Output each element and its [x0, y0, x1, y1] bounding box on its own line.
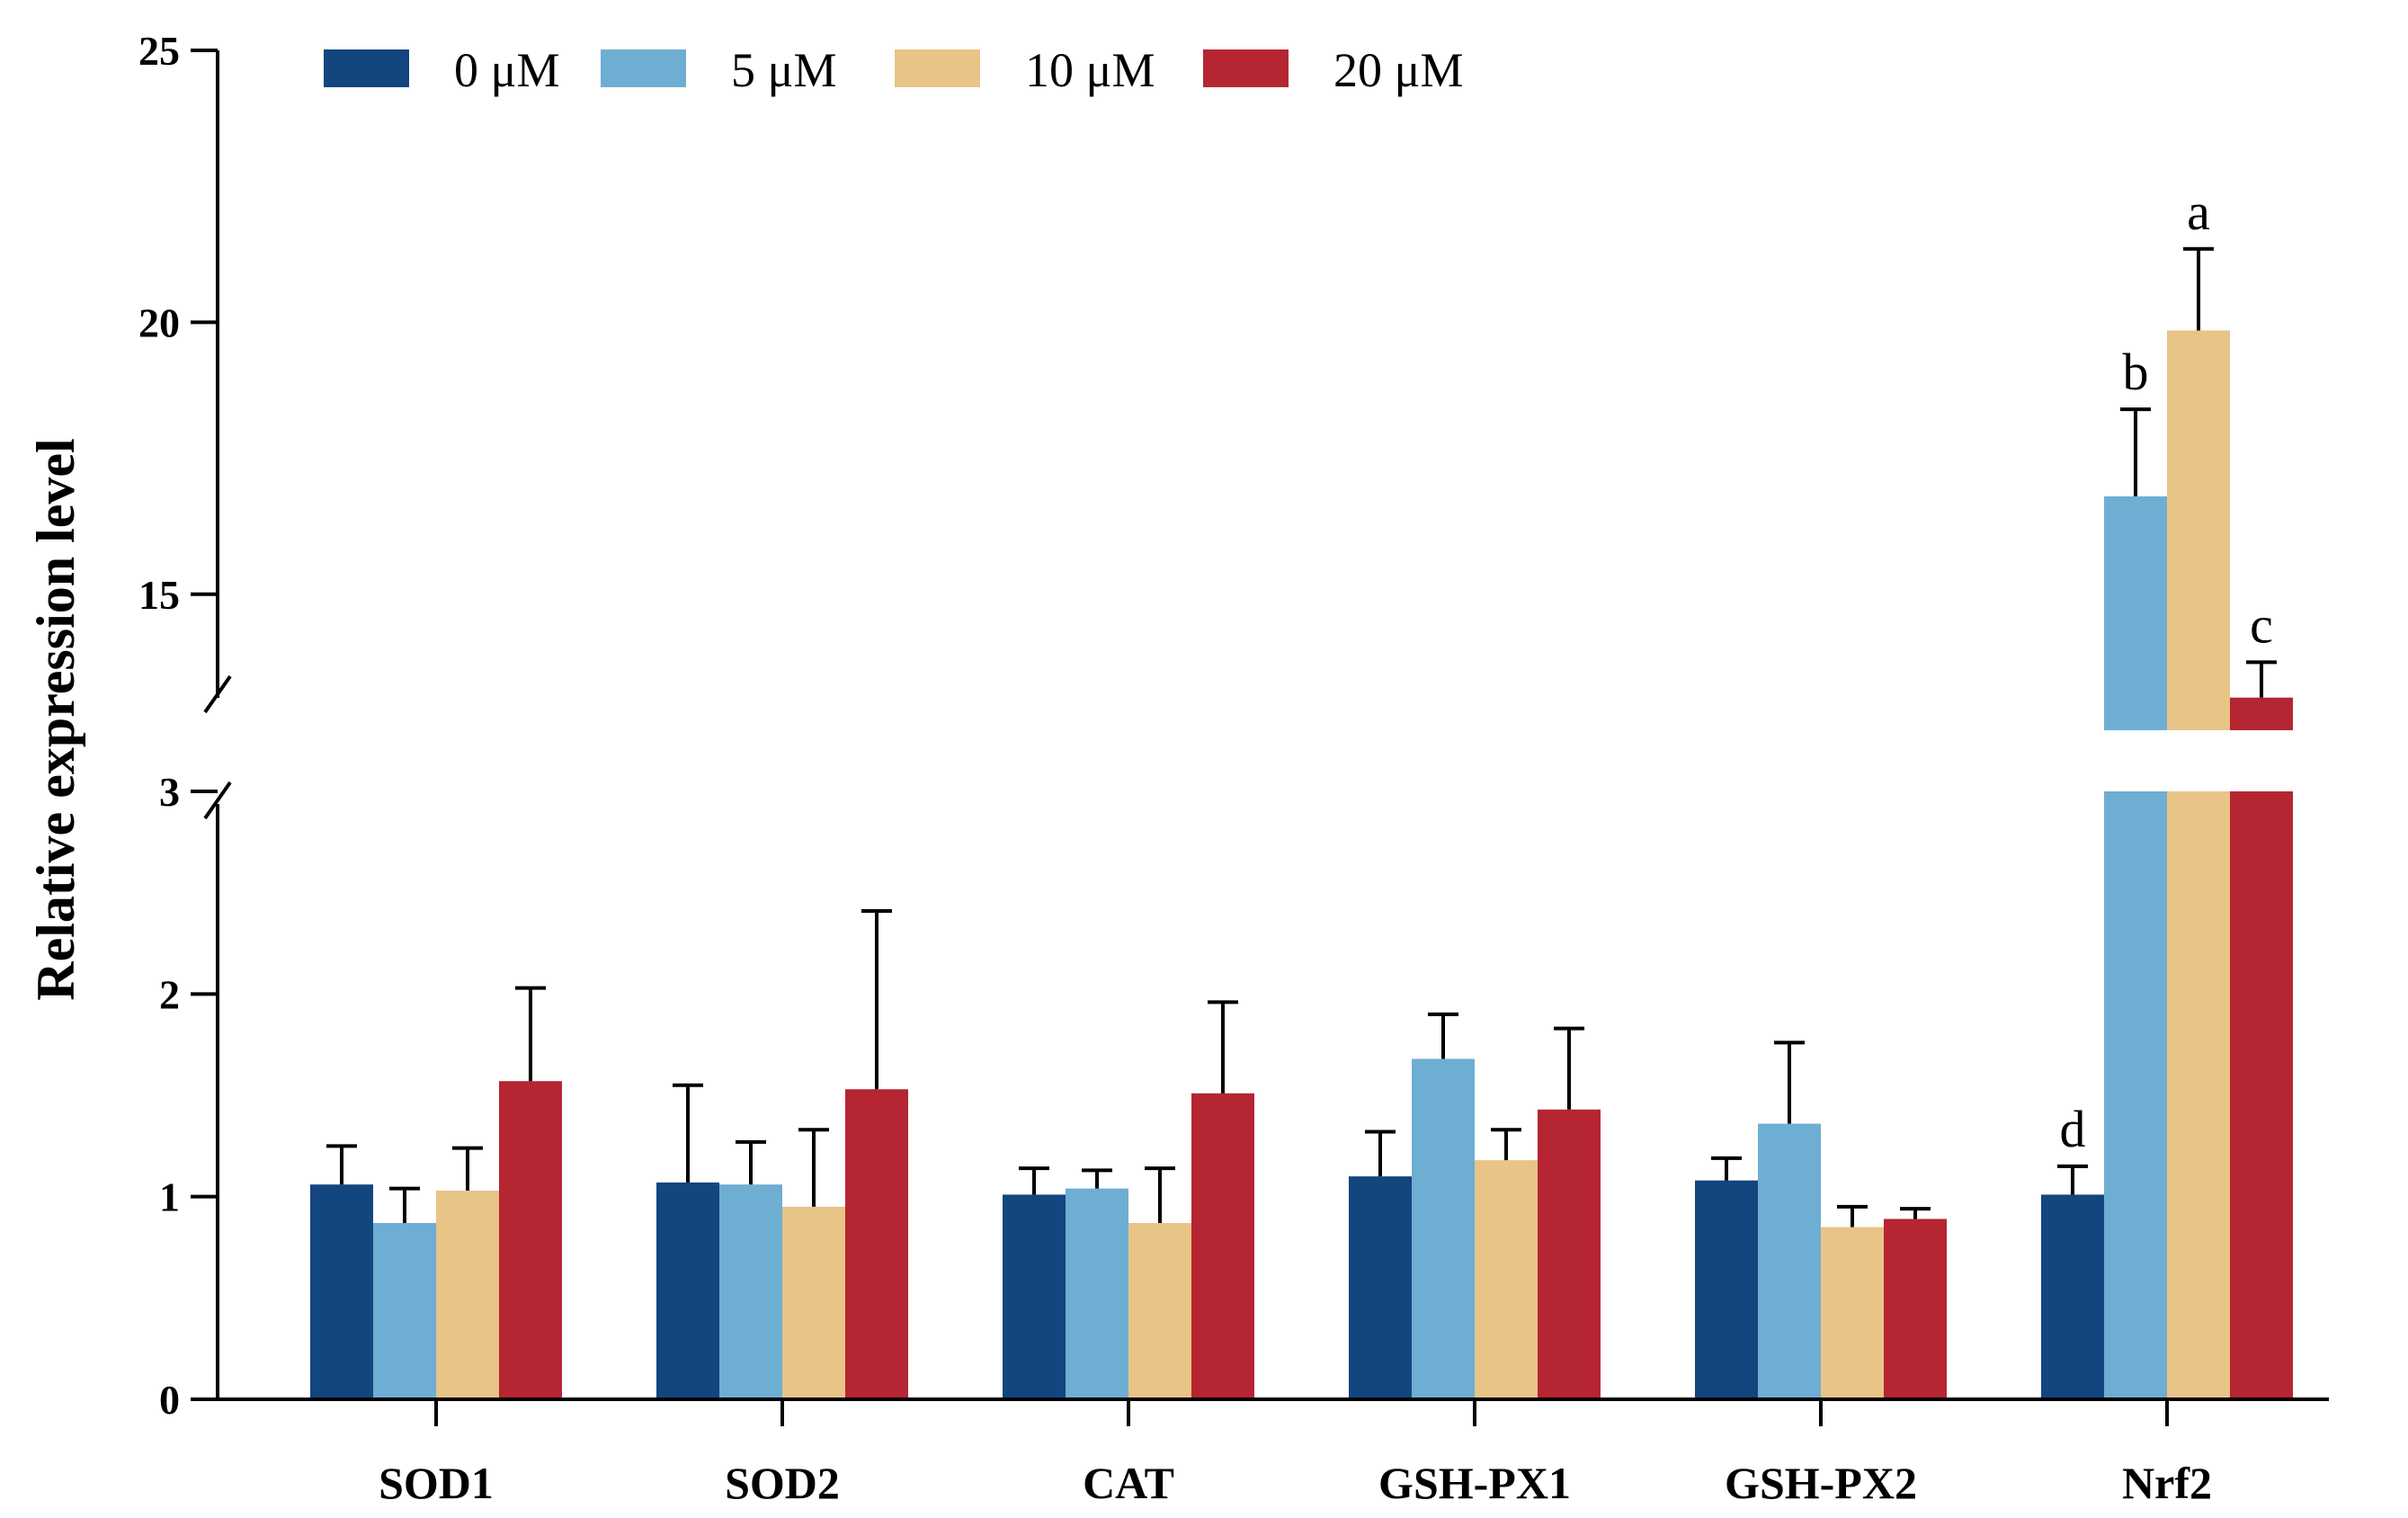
y-tick-label: 2: [159, 971, 180, 1017]
x-tick-label: Nrf2: [2122, 1458, 2212, 1508]
bar-sod2-s0: [656, 1182, 719, 1399]
error-bar: [1554, 1026, 1584, 1110]
bars: [310, 330, 2293, 1399]
error-bar: [1082, 1168, 1112, 1189]
error-bar: [1837, 1204, 1868, 1228]
error-bar: [861, 908, 892, 1090]
error-bar: [736, 1139, 766, 1185]
axis-break-mark: [203, 674, 232, 714]
bar-nrf2-s2-upper: [2167, 330, 2230, 730]
bar-gsh-px1-s3: [1538, 1109, 1601, 1399]
legend-label: 20 μM: [1333, 43, 1463, 97]
y-tick-label: 3: [159, 769, 180, 815]
bar-cat-s2: [1128, 1222, 1191, 1399]
error-bar: [1145, 1166, 1175, 1223]
bar-gsh-px2-s3: [1884, 1219, 1947, 1399]
error-bar: [452, 1146, 483, 1191]
bar-cat-s0: [1003, 1194, 1066, 1399]
y-tick-label: 25: [138, 28, 180, 74]
bar-nrf2-s2-lower: [2167, 791, 2230, 1399]
significance-label: d: [2060, 1100, 2086, 1158]
bar-gsh-px1-s2: [1475, 1160, 1538, 1399]
axis-break-mark: [203, 781, 232, 820]
x-tick-label: CAT: [1083, 1458, 1174, 1508]
error-bar: [798, 1128, 829, 1207]
significance-label: c: [2250, 595, 2273, 654]
legend-label: 5 μM: [731, 43, 836, 97]
error-bar: [1428, 1012, 1458, 1059]
error-bar: [1019, 1166, 1049, 1195]
legend-item: 5 μM: [601, 43, 836, 97]
error-bar: [2183, 246, 2214, 331]
error-bar: [1208, 1000, 1238, 1094]
bar-sod2-s2: [782, 1206, 845, 1399]
labels: SOD1 SOD2 CAT GSH-PX1 GSH-PX2 Nrf2 d b a c 0 1 2 3 15 2…: [138, 28, 2273, 1508]
x-tick-label: SOD2: [725, 1458, 840, 1508]
y-tick-label: 1: [159, 1174, 180, 1220]
legend-swatch: [1203, 49, 1289, 87]
bar-sod1-s0: [310, 1184, 373, 1399]
error-bar: [1774, 1040, 1805, 1124]
error-bar: [2246, 660, 2277, 698]
significance-label: a: [2187, 183, 2210, 241]
axes: [191, 49, 2329, 1426]
y-tick-label: 15: [138, 572, 180, 618]
error-bar: [2120, 407, 2151, 496]
legend: 0 μM 5 μM 10 μM 20 μM: [324, 43, 1463, 97]
error-bar: [673, 1083, 703, 1183]
significance-label: b: [2123, 343, 2149, 401]
bar-gsh-px2-s0: [1695, 1180, 1758, 1399]
bar-nrf2-s1-upper: [2104, 496, 2167, 730]
legend-swatch: [324, 49, 409, 87]
legend-label: 0 μM: [454, 43, 559, 97]
error-bar: [1491, 1128, 1521, 1161]
legend-swatch: [601, 49, 686, 87]
bar-sod2-s3: [845, 1089, 908, 1399]
error-bar: [515, 986, 546, 1082]
legend-label: 10 μM: [1025, 43, 1155, 97]
legend-item: 10 μM: [895, 43, 1155, 97]
bar-nrf2-s3-lower: [2230, 791, 2293, 1399]
y-axis-label: Relative expression level: [26, 438, 85, 1000]
bar-sod1-s3: [499, 1081, 562, 1399]
x-tick-label: SOD1: [379, 1458, 494, 1508]
y-tick-label: 0: [159, 1377, 180, 1423]
error-bar: [1365, 1130, 1396, 1177]
error-bar: [389, 1186, 420, 1223]
bar-gsh-px2-s2: [1821, 1227, 1884, 1399]
error-bar: [2057, 1164, 2088, 1195]
x-tick-label: GSH-PX1: [1378, 1458, 1571, 1508]
bar-gsh-px2-s1: [1758, 1123, 1821, 1399]
bar-gsh-px1-s1: [1412, 1058, 1475, 1399]
legend-item: 0 μM: [324, 43, 559, 97]
bar-sod2-s1: [719, 1184, 782, 1399]
bar-sod1-s1: [373, 1222, 436, 1399]
error-bar: [1711, 1156, 1742, 1181]
bar-sod1-s2: [436, 1190, 499, 1399]
x-tick-label: GSH-PX2: [1725, 1458, 1917, 1508]
legend-item: 20 μM: [1203, 43, 1463, 97]
bar-cat-s3: [1191, 1093, 1254, 1399]
bar-nrf2-s1-lower: [2104, 791, 2167, 1399]
error-bar: [1900, 1207, 1931, 1219]
error-bars: [326, 246, 2277, 1228]
legend-swatch: [895, 49, 980, 87]
bar-gsh-px1-s0: [1349, 1176, 1412, 1399]
bar-cat-s1: [1066, 1188, 1128, 1399]
error-bar: [326, 1144, 357, 1185]
y-tick-label: 20: [138, 299, 180, 345]
bar-nrf2-s3-upper: [2230, 697, 2293, 730]
bar-nrf2-s0: [2041, 1194, 2104, 1399]
